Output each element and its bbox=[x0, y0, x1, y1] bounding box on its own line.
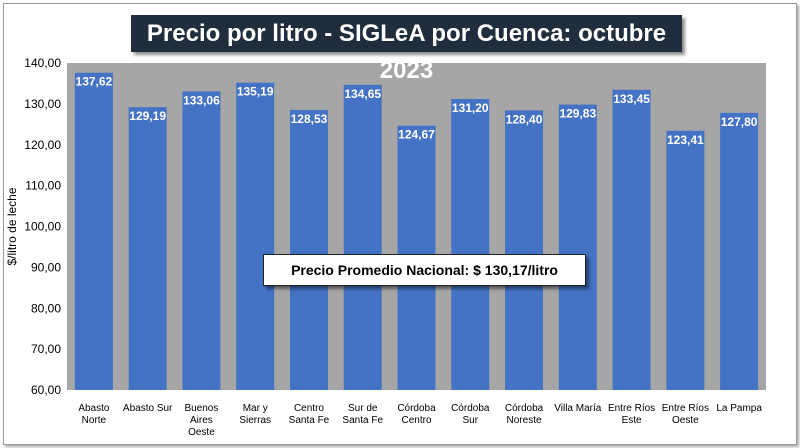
y-tick-label: 100,00 bbox=[24, 220, 61, 234]
bar bbox=[505, 110, 544, 390]
x-tick-label: Abasto Sur bbox=[123, 403, 173, 414]
x-tick-label: Córdoba Sur bbox=[451, 403, 490, 426]
bar-value-label: 129,83 bbox=[559, 107, 596, 121]
y-tick-label: 120,00 bbox=[24, 138, 61, 152]
bar-value-label: 129,19 bbox=[129, 109, 166, 123]
bar bbox=[289, 109, 328, 391]
y-tick-label: 140,00 bbox=[24, 56, 61, 70]
y-tick-label: 130,00 bbox=[24, 97, 61, 111]
x-tick-label: Entre Ríos Este bbox=[608, 403, 655, 426]
x-tick-label: Entre Ríos Oeste bbox=[662, 403, 709, 426]
x-tick-label: Villa María bbox=[554, 403, 601, 414]
bar-value-label: 133,06 bbox=[183, 93, 220, 107]
y-tick-label: 70,00 bbox=[31, 342, 61, 356]
chart-title: Precio por litro - SIGLeA por Cuenca: oc… bbox=[131, 15, 682, 84]
y-tick-label: 80,00 bbox=[31, 301, 61, 315]
data-labels: 137,62 129,19 133,06 135,19 128,53 134,65 124,… bbox=[76, 75, 758, 147]
bar-value-label: 131,20 bbox=[452, 101, 489, 115]
x-tick-label: Córdoba Noreste bbox=[505, 403, 544, 426]
bars bbox=[74, 72, 759, 391]
bar bbox=[558, 104, 597, 390]
bar bbox=[343, 84, 382, 390]
bar-value-label: 128,53 bbox=[291, 112, 328, 126]
y-tick-label: 110,00 bbox=[25, 179, 61, 193]
bar bbox=[451, 98, 490, 390]
bar bbox=[612, 89, 651, 390]
y-axis-label: $/litro de leche bbox=[5, 187, 19, 265]
x-tick-label: Buenos Aires Oeste bbox=[184, 403, 218, 438]
y-tick-label: 60,00 bbox=[31, 383, 61, 397]
bar-value-label: 124,67 bbox=[398, 128, 435, 142]
bar-value-label: 128,40 bbox=[506, 112, 543, 126]
x-tick-label: La Pampa bbox=[716, 403, 762, 414]
bar-value-label: 133,45 bbox=[613, 92, 650, 106]
bar bbox=[720, 112, 759, 391]
bar bbox=[236, 82, 275, 390]
bar bbox=[666, 130, 705, 390]
y-axis-ticks: 60,00 70,00 80,00 90,00 100,00 110,00 120,00 13… bbox=[24, 56, 61, 397]
bar-value-label: 134,65 bbox=[344, 87, 381, 101]
bar-value-label: 123,41 bbox=[667, 133, 704, 147]
x-tick-label: Córdoba Centro bbox=[397, 403, 436, 426]
bar bbox=[182, 91, 221, 390]
bar-value-label: 137,62 bbox=[76, 75, 113, 89]
x-tick-label: Sur de Santa Fe bbox=[342, 403, 383, 426]
x-tick-label: Abasto Norte bbox=[78, 403, 110, 426]
bar bbox=[128, 107, 167, 390]
bar-value-label: 127,80 bbox=[721, 115, 758, 129]
national-average-annotation: Precio Promedio Nacional: $ 130,17/litro bbox=[263, 254, 586, 286]
x-tick-label: Centro Santa Fe bbox=[289, 403, 330, 426]
x-axis-ticks: Abasto Norte Abasto Sur Buenos Aires Oeste Mar… bbox=[78, 403, 762, 438]
bar-value-label: 135,19 bbox=[237, 85, 274, 99]
x-tick-label: Mar y Sierras bbox=[239, 403, 271, 426]
y-tick-label: 90,00 bbox=[31, 260, 61, 274]
bar bbox=[74, 72, 113, 391]
